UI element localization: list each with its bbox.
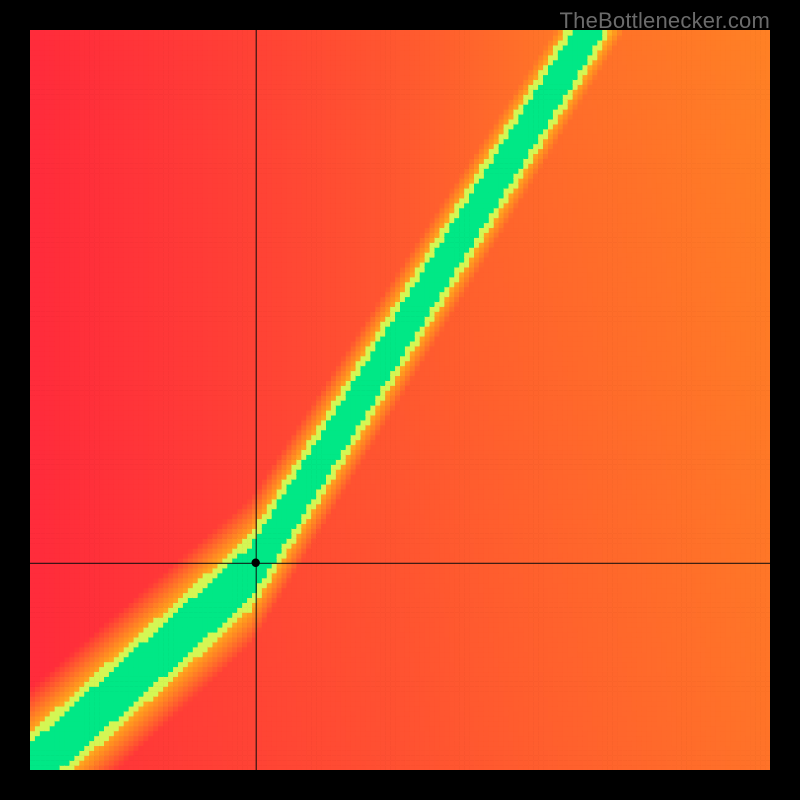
plot-frame (30, 30, 770, 770)
chart-container: TheBottlenecker.com (0, 0, 800, 800)
heatmap-canvas (30, 30, 770, 770)
watermark-text: TheBottlenecker.com (560, 8, 770, 34)
